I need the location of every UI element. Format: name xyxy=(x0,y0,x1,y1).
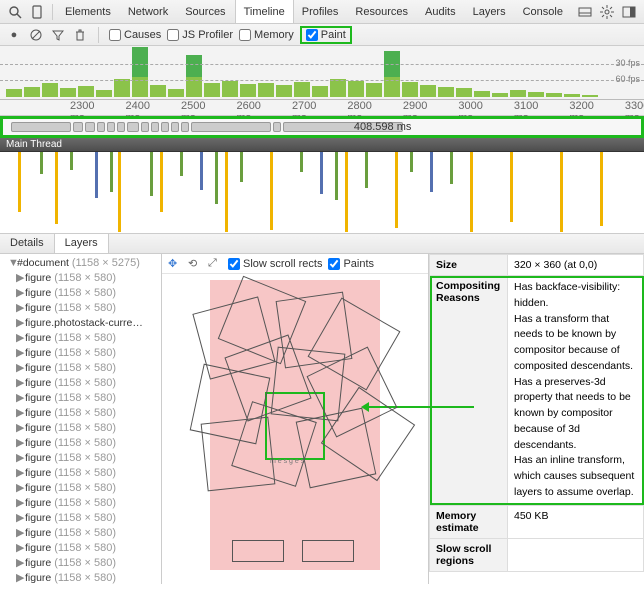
tree-item[interactable]: ▶figure (1158 × 580) xyxy=(0,495,161,510)
separator xyxy=(52,4,53,20)
tab-profiles[interactable]: Profiles xyxy=(294,0,348,23)
gc-icon[interactable] xyxy=(72,27,88,43)
tab-audits[interactable]: Audits xyxy=(417,0,465,23)
tab-console[interactable]: Console xyxy=(515,0,572,23)
tree-item[interactable]: ▶figure (1158 × 580) xyxy=(0,375,161,390)
canvas-toolbar: ✥ ⟲ ⤢ Slow scroll rects Paints xyxy=(162,254,428,274)
tree-item[interactable]: ▶figure (1158 × 580) xyxy=(0,480,161,495)
time-axis: 2300 ms2400 ms2500 ms2600 ms2700 ms2800 … xyxy=(0,100,644,116)
separator xyxy=(98,27,99,43)
size-value: 320 × 360 (at 0,0) xyxy=(508,255,644,276)
tree-item[interactable]: ▶figure (1158 × 580) xyxy=(0,450,161,465)
tree-item[interactable]: ▶figure (1158 × 580) xyxy=(0,390,161,405)
layer-preview: m e s g e s xyxy=(210,280,380,570)
tree-item[interactable]: ▶figure (1158 × 580) xyxy=(0,300,161,315)
tab-elements[interactable]: Elements xyxy=(57,0,120,23)
bottom-rect xyxy=(302,540,354,562)
tree-item[interactable]: ▶figure (1158 × 580) xyxy=(0,525,161,540)
slow-rects-checkbox[interactable]: Slow scroll rects xyxy=(228,258,322,270)
main-toolbar: ElementsNetworkSourcesTimelineProfilesRe… xyxy=(0,0,644,24)
layer-canvas[interactable]: ✥ ⟲ ⤢ Slow scroll rects Paints m e s g e… xyxy=(162,254,429,584)
dock-icon[interactable] xyxy=(620,3,638,21)
tree-item[interactable]: ▶figure (1158 × 580) xyxy=(0,570,161,584)
clear-icon[interactable] xyxy=(28,27,44,43)
tree-item[interactable]: ▶figure (1158 × 580) xyxy=(0,555,161,570)
tree-item[interactable]: ▶figure (1158 × 580) xyxy=(0,285,161,300)
causes-checkbox[interactable]: Causes xyxy=(109,29,161,41)
main-thread-header: Main Thread xyxy=(0,138,644,152)
overview-strip[interactable]: 408.598 ms xyxy=(0,116,644,138)
memory-value: 450 KB xyxy=(508,505,644,538)
tree-item[interactable]: ▶figure (1158 × 580) xyxy=(0,465,161,480)
timeline-filter-bar: ● Causes JS Profiler Memory Paint xyxy=(0,24,644,46)
size-key: Size xyxy=(430,255,508,276)
tree-root[interactable]: ▼#document (1158 × 5275) xyxy=(0,256,161,270)
drawer-icon[interactable] xyxy=(576,3,594,21)
memory-checkbox[interactable]: Memory xyxy=(239,29,294,41)
memory-key: Memory estimate xyxy=(430,505,508,538)
tree-item[interactable]: ▶figure (1158 × 580) xyxy=(0,360,161,375)
layer-details-panel: Size320 × 360 (at 0,0) Compositing Reaso… xyxy=(429,254,644,584)
tree-item[interactable]: ▶figure (1158 × 580) xyxy=(0,330,161,345)
compositing-key: Compositing Reasons xyxy=(430,276,508,506)
device-icon[interactable] xyxy=(28,3,46,21)
tree-item[interactable]: ▶figure (1158 × 580) xyxy=(0,420,161,435)
search-icon[interactable] xyxy=(6,3,24,21)
tab-layers[interactable]: Layers xyxy=(54,234,109,253)
bottom-rect xyxy=(232,540,284,562)
panel-tabs: ElementsNetworkSourcesTimelineProfilesRe… xyxy=(57,0,572,23)
paint-checkbox[interactable]: Paint xyxy=(300,26,352,44)
tab-details[interactable]: Details xyxy=(0,234,54,253)
gear-icon[interactable] xyxy=(598,3,616,21)
rotate-icon[interactable]: ⟲ xyxy=(188,257,202,271)
tab-network[interactable]: Network xyxy=(120,0,177,23)
tree-item[interactable]: ▶figure (1158 × 580) xyxy=(0,345,161,360)
tree-item[interactable]: ▶figure.photostack-curre… xyxy=(0,315,161,330)
slowscroll-key: Slow scroll regions xyxy=(430,538,508,571)
record-icon[interactable]: ● xyxy=(6,27,22,43)
canvas-area[interactable]: m e s g e s xyxy=(162,274,428,584)
tree-item[interactable]: ▶figure (1158 × 580) xyxy=(0,270,161,285)
flame-chart[interactable] xyxy=(0,152,644,234)
tree-item[interactable]: ▶figure (1158 × 580) xyxy=(0,405,161,420)
layer-tree[interactable]: ▼#document (1158 × 5275)▶figure (1158 × … xyxy=(0,254,162,584)
jsprofiler-checkbox[interactable]: JS Profiler xyxy=(167,29,233,41)
detail-tabs: Details Layers xyxy=(0,234,644,254)
tree-item[interactable]: ▶figure (1158 × 580) xyxy=(0,540,161,555)
reset-icon[interactable]: ⤢ xyxy=(208,257,222,271)
tab-layers[interactable]: Layers xyxy=(465,0,515,23)
filter-icon[interactable] xyxy=(50,27,66,43)
tab-resources[interactable]: Resources xyxy=(347,0,417,23)
tab-sources[interactable]: Sources xyxy=(177,0,234,23)
tab-timeline[interactable]: Timeline xyxy=(235,0,294,23)
pan-icon[interactable]: ✥ xyxy=(168,257,182,271)
slowscroll-value xyxy=(508,538,644,571)
tree-item[interactable]: ▶figure (1158 × 580) xyxy=(0,435,161,450)
compositing-value: Has backface-visibility: hidden. Has a t… xyxy=(508,276,644,506)
fps-chart[interactable]: 30 fps60 fps xyxy=(0,46,644,100)
paints-checkbox[interactable]: Paints xyxy=(328,258,374,270)
overview-duration: 408.598 ms xyxy=(354,121,411,133)
tree-item[interactable]: ▶figure (1158 × 580) xyxy=(0,510,161,525)
